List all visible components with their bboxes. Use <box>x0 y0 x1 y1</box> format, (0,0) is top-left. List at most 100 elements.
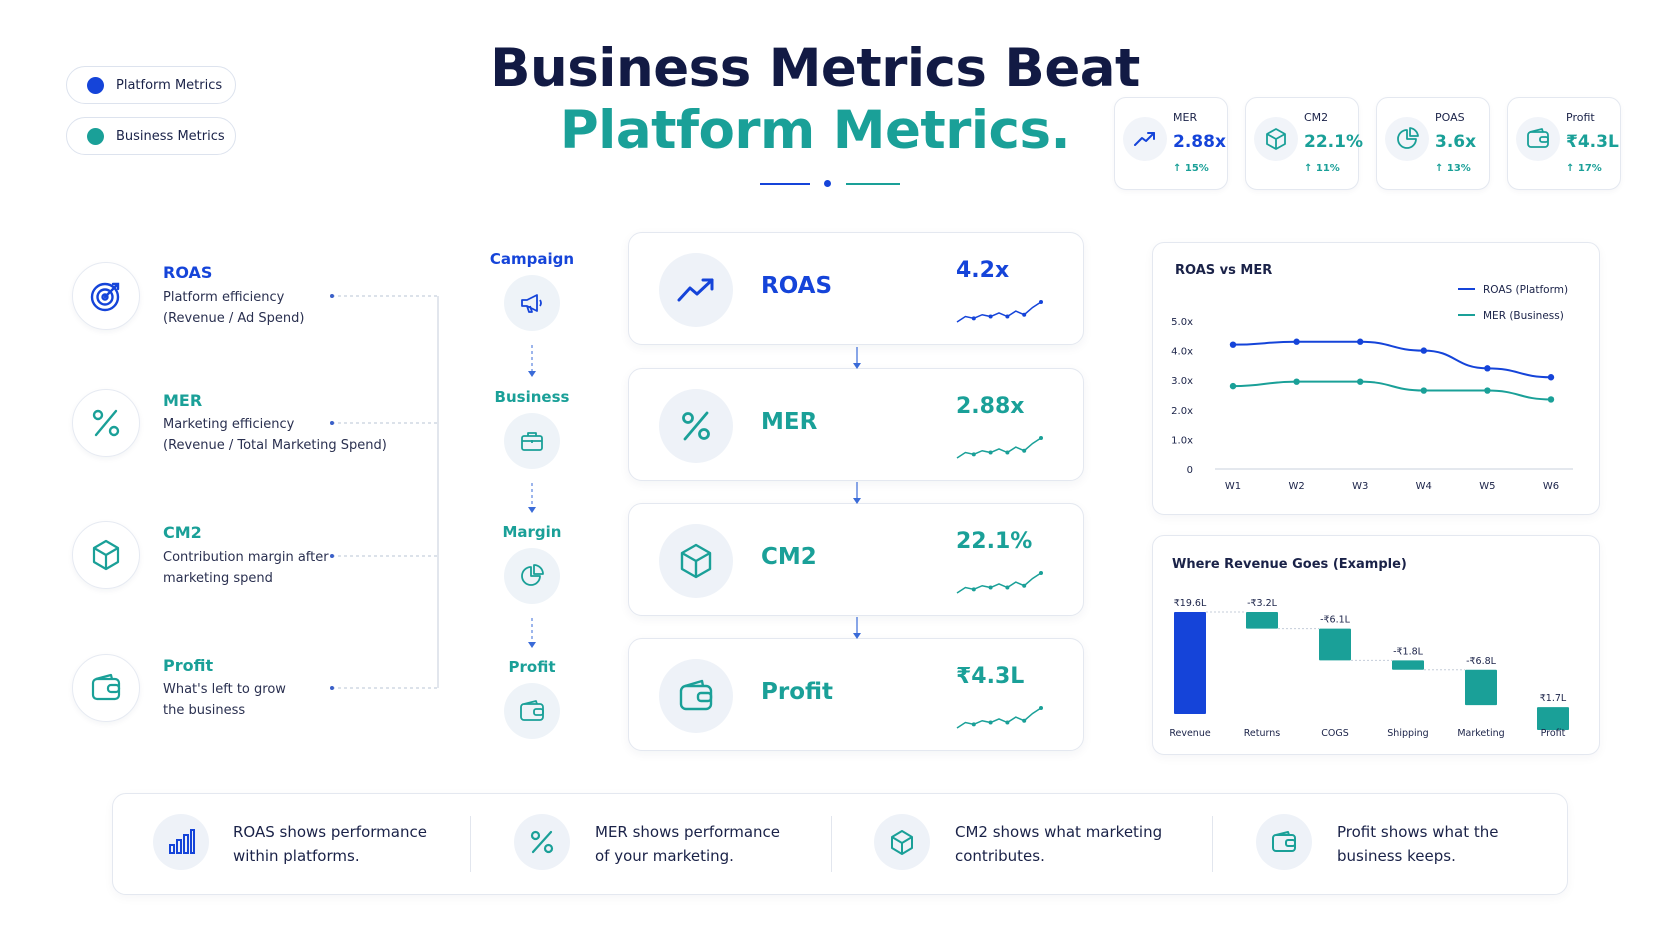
x-tick-label: W4 <box>1416 481 1432 492</box>
definition-desc-line1: What's left to grow <box>163 682 286 697</box>
y-tick-label: 5.0x <box>1171 317 1193 328</box>
series-point <box>1547 374 1555 381</box>
series-point <box>1547 396 1555 403</box>
sparkline-path <box>956 707 1042 729</box>
definition-desc-line1: Platform efficiency <box>163 290 285 305</box>
y-tick-label: 4.0x <box>1171 347 1193 358</box>
sparkline-point <box>1005 450 1010 455</box>
waterfall-chart: ₹19.6L Revenue -₹3.2L Returns -₹6.1L COGS -₹1.… <box>1169 598 1569 739</box>
y-tick-label: 0 <box>1187 465 1193 476</box>
roas-definition-icon <box>72 262 140 330</box>
bar-value-label: ₹19.6L <box>1174 598 1207 609</box>
definition-desc-line1: Contribution margin after <box>163 550 329 565</box>
cube-icon <box>659 524 733 598</box>
wallet-icon <box>1516 117 1560 161</box>
kpi-card-poas: POAS 3.6x ↑ 13% <box>1376 97 1490 190</box>
sparkline-point <box>1005 314 1010 319</box>
definition-desc-line2: marketing spend <box>163 571 273 586</box>
summary-line2: of your marketing. <box>595 847 734 865</box>
flow-arrows <box>528 345 536 648</box>
legend-dot-blue <box>87 76 104 94</box>
sparkline-point <box>1022 312 1027 317</box>
megaphone-icon <box>504 275 560 331</box>
metric-value: 4.2x <box>956 258 1010 283</box>
line-chart: 0 1.0x 2.0x 3.0x 4.0x 5.0x W1 W2 W3 W4 W5 W6 ROAS (P… <box>1171 284 1573 492</box>
summary-text: MER shows performance of your marketing. <box>595 820 805 868</box>
kpi-change: ↑ 13% <box>1435 163 1471 174</box>
summary-divider <box>831 816 832 872</box>
summary-line2: contributes. <box>955 847 1045 865</box>
metric-name: ROAS <box>761 273 833 299</box>
sparkline-point <box>1022 583 1027 588</box>
summary-line1: ROAS shows performance <box>233 823 427 841</box>
waterfall-bar <box>1319 628 1351 661</box>
bar-value-label: -₹3.2L <box>1247 598 1278 609</box>
sparkline-cm2 <box>956 571 1043 594</box>
bar-value-label: -₹6.8L <box>1466 656 1497 667</box>
x-tick-label: W1 <box>1225 481 1241 492</box>
legend-dot-teal <box>87 127 104 145</box>
y-tick-label: 2.0x <box>1171 406 1193 417</box>
definition-desc-line2: the business <box>163 703 246 718</box>
card-arrows <box>853 347 861 639</box>
summary-line1: CM2 shows what marketing <box>955 823 1163 841</box>
summary-divider <box>1212 816 1213 872</box>
kpi-change: ↑ 15% <box>1173 163 1209 174</box>
chart-title: ROAS vs MER <box>1175 263 1273 278</box>
summary-line2: within platforms. <box>233 847 360 865</box>
waterfall-bar <box>1465 669 1497 706</box>
sparkline-point <box>1039 300 1043 304</box>
definition-desc-line2: (Revenue / Ad Spend) <box>163 311 305 326</box>
wallet-icon <box>91 673 121 701</box>
bar-value-label: -₹6.1L <box>1320 615 1351 626</box>
percent-icon <box>92 409 120 437</box>
sparkline-point <box>988 585 993 590</box>
sparkline-point <box>988 450 993 455</box>
roas-vs-mer-panel: ROAS vs MER 0 1.0x 2.0x 3.0x 4.0x 5.0x W1 W2 W3 W… <box>1152 242 1600 515</box>
series-point <box>1484 387 1491 394</box>
series-point <box>1484 365 1491 372</box>
sparkline-point <box>971 722 976 727</box>
series-point <box>1357 338 1364 345</box>
sparkline-point <box>1039 436 1043 440</box>
summary-divider <box>470 816 471 872</box>
sparkline-profit <box>956 706 1043 729</box>
definitions-connector <box>330 294 439 690</box>
cube-icon <box>874 814 930 870</box>
x-tick-label: W6 <box>1543 481 1559 492</box>
series-line <box>1232 340 1552 379</box>
kpi-value: 22.1% <box>1304 132 1363 152</box>
metric-name: MER <box>761 409 818 435</box>
series-line <box>1232 380 1552 401</box>
legend-business-metrics: Business Metrics <box>66 117 236 155</box>
sparkline-mer <box>956 436 1043 459</box>
wallet-icon <box>504 683 560 739</box>
sparkline-point <box>1039 571 1043 575</box>
briefcase-icon <box>504 413 560 469</box>
page-title-line1: Business Metrics Beat <box>490 38 1140 99</box>
series-point <box>1420 347 1427 354</box>
metric-value: ₹4.3L <box>956 664 1025 689</box>
title-divider-dot <box>824 180 831 187</box>
summary-line2: business keeps. <box>1337 847 1456 865</box>
metric-value: 22.1% <box>956 529 1033 554</box>
x-tick-label: W2 <box>1288 481 1304 492</box>
page-title-line2: Platform Metrics. <box>559 100 1071 161</box>
percent-icon <box>514 814 570 870</box>
cube-icon <box>92 539 120 571</box>
flow-label: Campaign <box>489 250 575 268</box>
category-label: Shipping <box>1387 728 1428 739</box>
flow-label: Business <box>494 388 570 406</box>
category-label: Revenue <box>1169 728 1211 739</box>
sparkline-path <box>956 572 1042 594</box>
sparkline-point <box>1022 718 1027 723</box>
definition-name: ROAS <box>163 263 213 282</box>
bar-value-label: -₹1.8L <box>1393 646 1424 657</box>
trend-up-icon <box>1123 117 1167 161</box>
bar-chart-icon <box>153 814 209 870</box>
metric-name: Profit <box>761 679 834 705</box>
waterfall-bar <box>1246 612 1278 629</box>
category-label: Marketing <box>1457 728 1504 739</box>
kpi-label: MER <box>1173 111 1198 124</box>
category-label: COGS <box>1321 728 1349 739</box>
